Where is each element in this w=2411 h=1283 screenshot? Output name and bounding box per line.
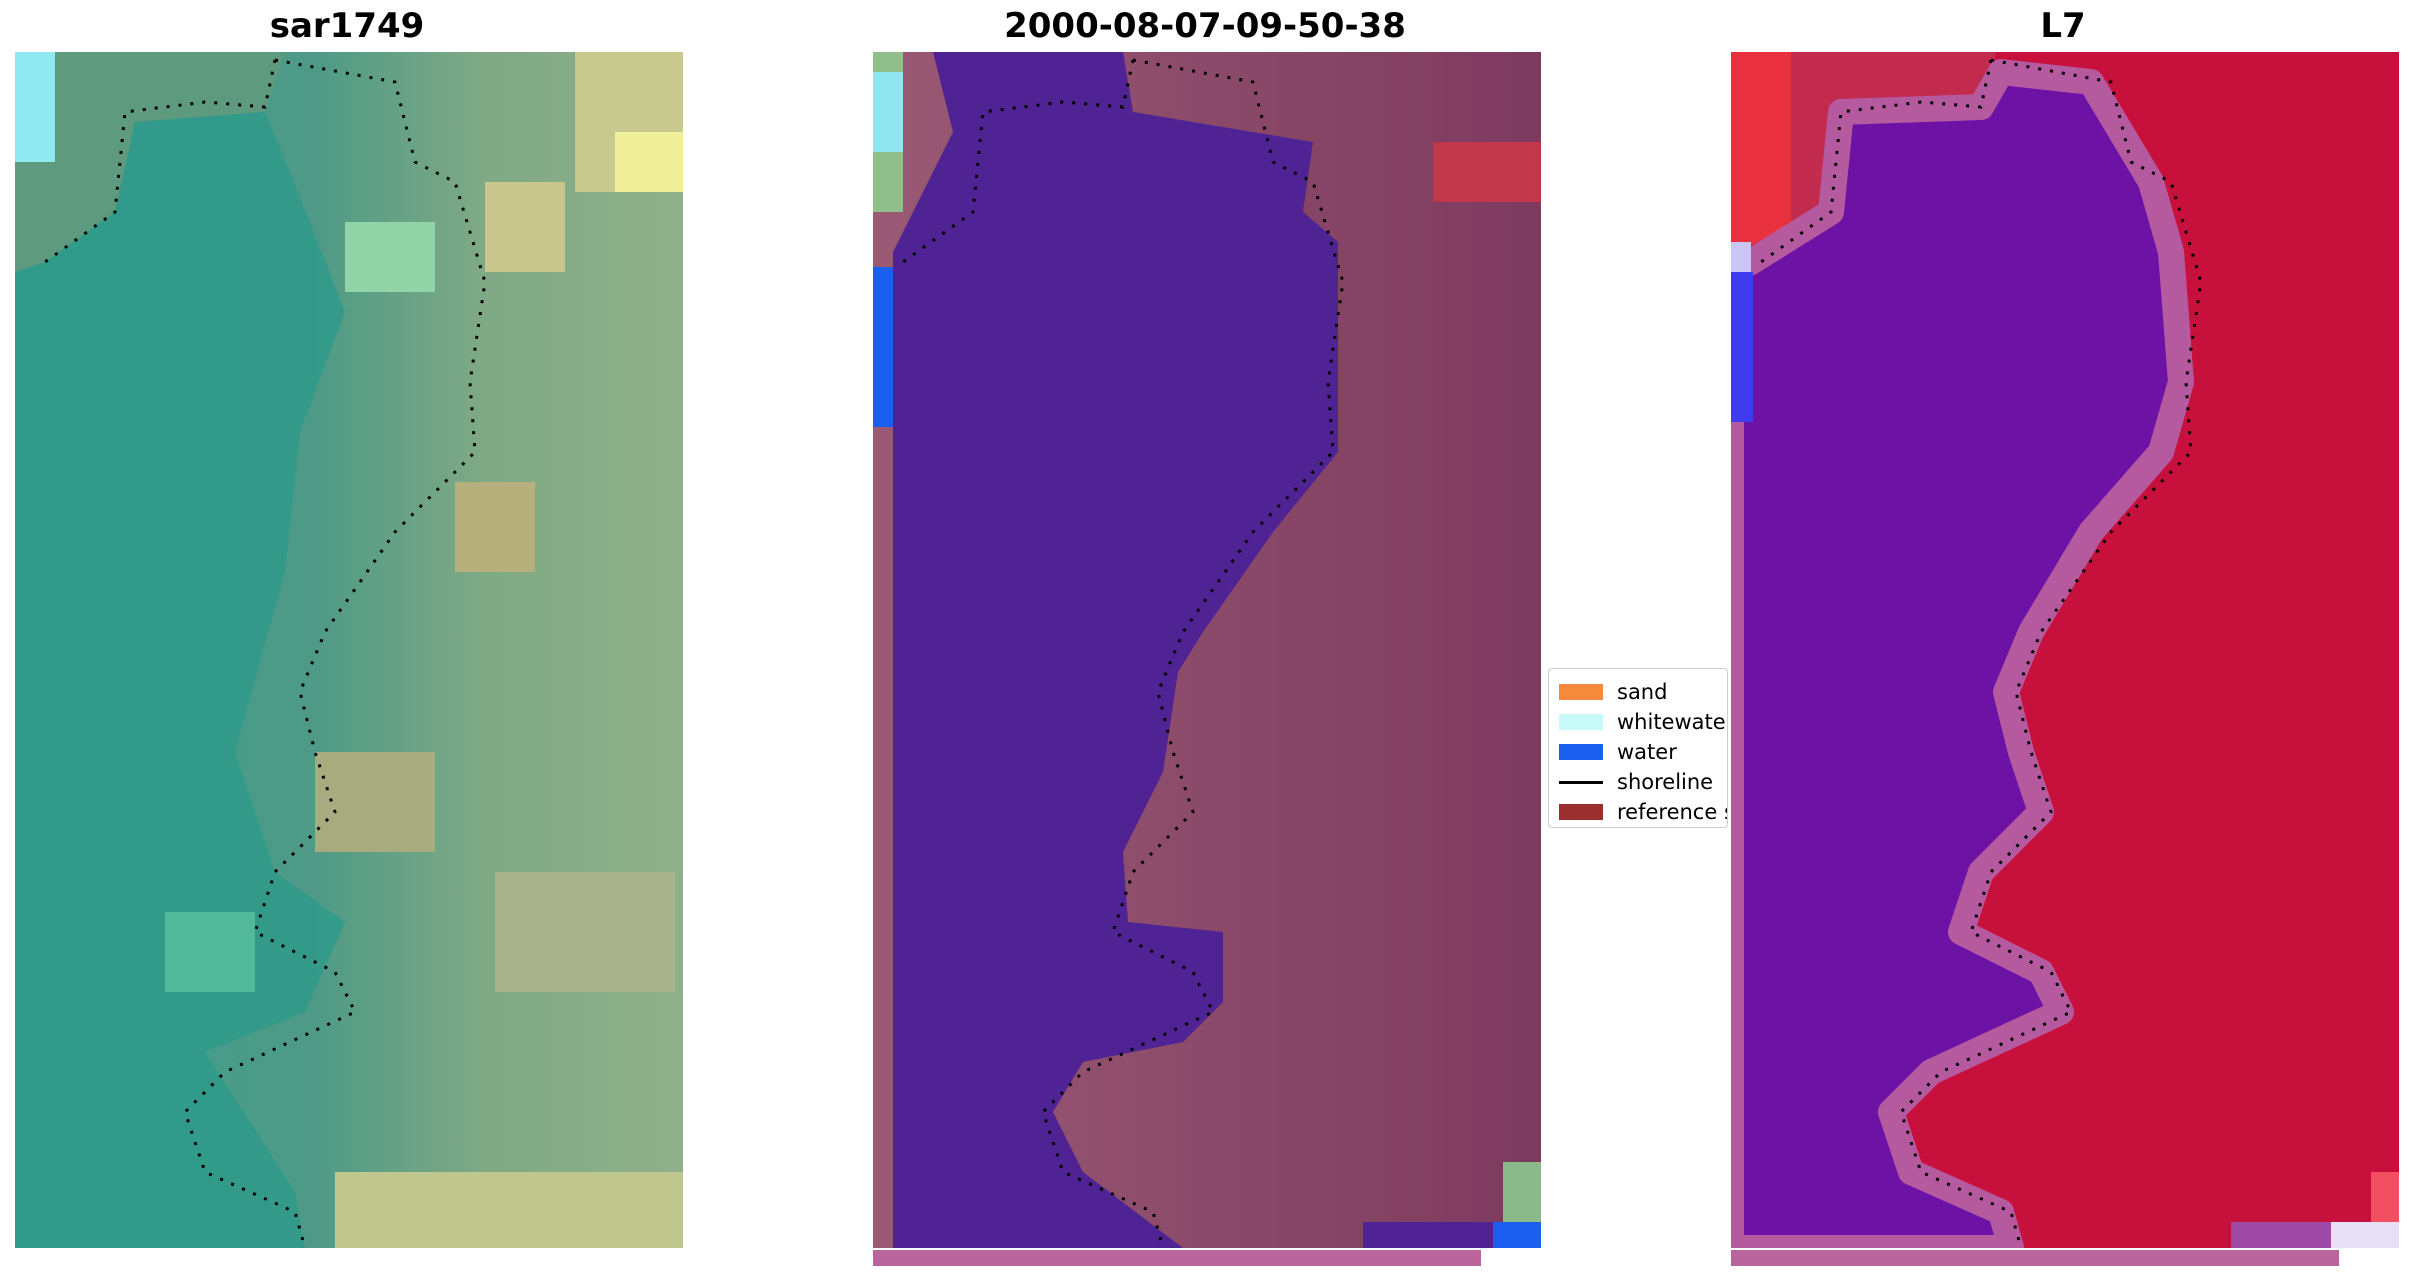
panel-title-left: sar1749 bbox=[269, 6, 425, 46]
legend-label-water: water bbox=[1617, 740, 1677, 764]
legend-item-water: water bbox=[1559, 739, 1677, 765]
legend-swatch-sand bbox=[1559, 684, 1603, 700]
legend-item-sand: sand bbox=[1559, 679, 1667, 705]
rgb-water-region bbox=[15, 52, 285, 272]
legend-label-reference-shoreline-buffer: reference shoreline buffer bbox=[1617, 800, 1727, 824]
legend-swatch-whitewater bbox=[1559, 714, 1603, 730]
legend-label-shoreline: shoreline bbox=[1617, 770, 1714, 794]
legend-swatch-shoreline bbox=[1559, 780, 1603, 784]
legend-swatch-water bbox=[1559, 744, 1603, 760]
panel-title-middle: 2000-08-07-09-50-38 bbox=[1004, 6, 1406, 46]
classified-image-panel bbox=[873, 52, 1541, 1248]
index-bottom-strip bbox=[1731, 1250, 2339, 1266]
classified-bottom-strip bbox=[873, 1250, 1481, 1266]
classified-water-region bbox=[893, 52, 1338, 1248]
legend-label-whitewater: whitewater bbox=[1617, 710, 1728, 734]
legend-swatch-reference-shoreline-buffer bbox=[1559, 804, 1603, 820]
legend-item-reference-shoreline-buffer: reference shoreline buffer bbox=[1559, 799, 1727, 825]
panel-title-right: L7 bbox=[2040, 6, 2086, 46]
index-image-panel bbox=[1731, 52, 2399, 1248]
rgb-image-panel bbox=[15, 52, 683, 1248]
legend: sand whitewater water shoreline referenc… bbox=[1548, 668, 1728, 828]
legend-item-whitewater: whitewater bbox=[1559, 709, 1728, 735]
legend-item-shoreline: shoreline bbox=[1559, 769, 1713, 795]
legend-label-sand: sand bbox=[1617, 680, 1668, 704]
